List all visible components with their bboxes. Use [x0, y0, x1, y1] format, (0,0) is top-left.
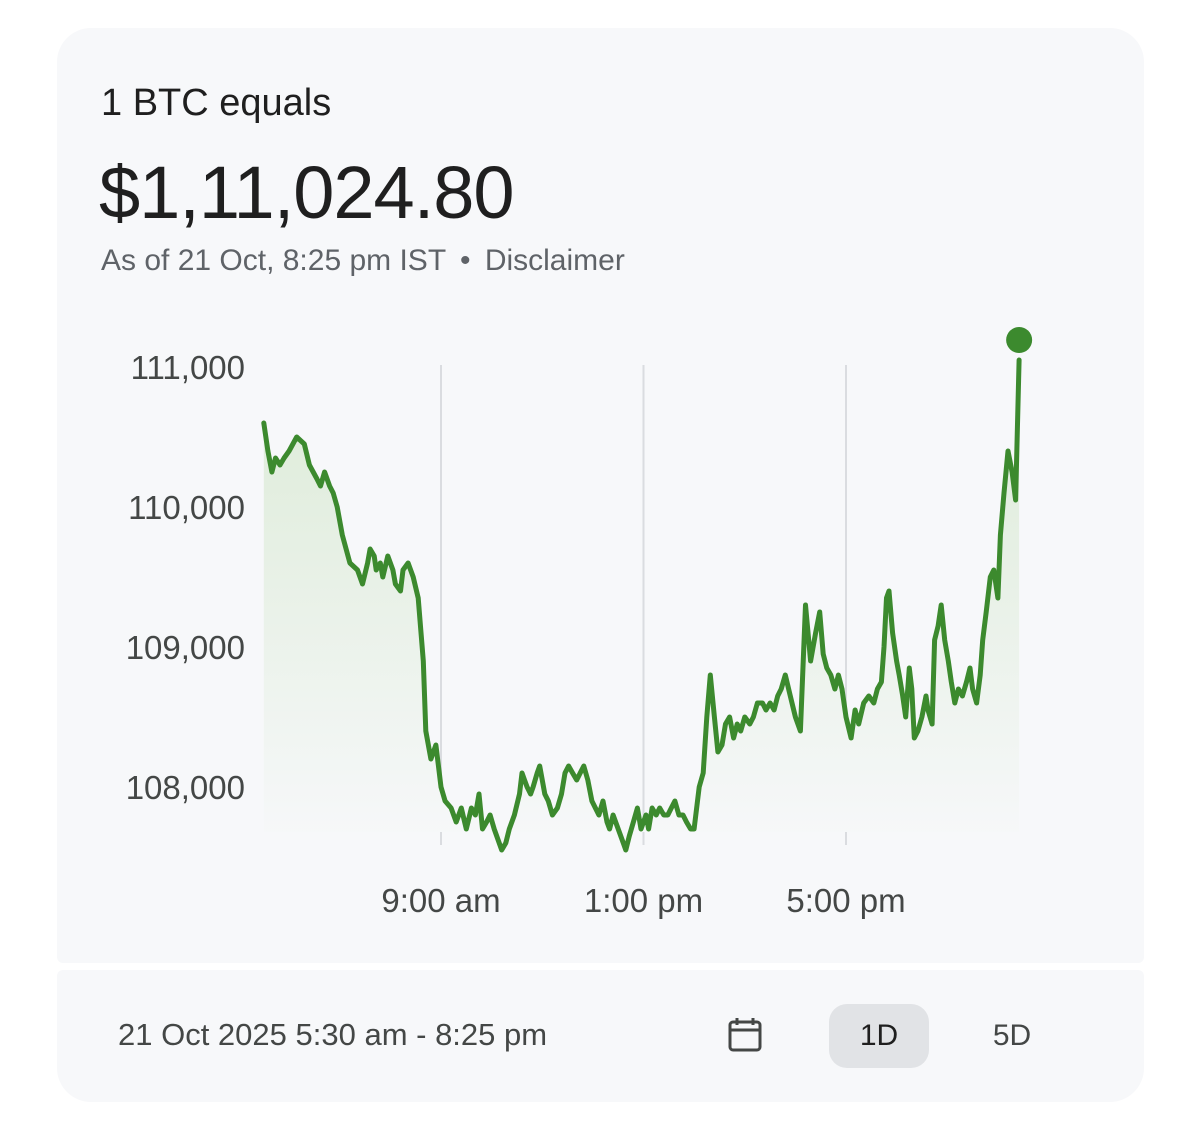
- x-tick-label: 9:00 am: [381, 882, 500, 919]
- price-area: [263, 360, 1020, 850]
- as-of-text: As of 21 Oct, 8:25 pm IST • Disclaimer: [101, 244, 625, 278]
- x-tick-label: 1:00 pm: [584, 882, 703, 919]
- disclaimer-link[interactable]: Disclaimer: [484, 244, 625, 277]
- period-1d-button[interactable]: 1D: [829, 1004, 929, 1068]
- separator: •: [459, 244, 471, 277]
- price-chart[interactable]: 108,000 109,000 110,000 111,000 9:00 am 1:00…: [0, 0, 1200, 960]
- as-of-timestamp: As of 21 Oct, 8:25 pm IST: [101, 244, 446, 277]
- y-tick-label: 108,000: [126, 769, 245, 806]
- calendar-icon: [728, 1018, 762, 1052]
- y-tick-label: 109,000: [126, 629, 245, 666]
- period-5d-button[interactable]: 5D: [992, 1019, 1032, 1052]
- btc-price: $1,11,024.80: [99, 151, 515, 234]
- range-footer: [57, 970, 1144, 1102]
- calendar-button[interactable]: [717, 1007, 773, 1063]
- y-tick-label: 110,000: [128, 489, 245, 526]
- price-line: [261, 357, 1022, 853]
- current-price-dot: [1006, 327, 1033, 353]
- y-tick-label: 111,000: [131, 349, 245, 386]
- conversion-label: 1 BTC equals: [101, 82, 332, 124]
- date-range-text: 21 Oct 2025 5:30 am - 8:25 pm: [118, 1017, 548, 1052]
- x-tick-label: 5:00 pm: [786, 882, 905, 919]
